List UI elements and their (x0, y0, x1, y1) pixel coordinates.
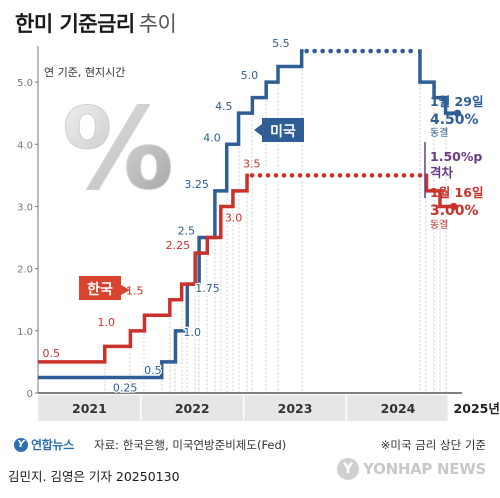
gap-label: 격차 (430, 165, 454, 180)
series-value-label: 3.25 (184, 178, 209, 191)
series-tag-korea: 한국 (79, 276, 130, 300)
footnote: ※미국 금리 상단 기준 (380, 438, 486, 452)
y-tick-label: 3.0 (17, 202, 33, 213)
yonhap-logo-icon: Y (14, 437, 28, 452)
series-dot (408, 48, 413, 54)
x-axis-band (38, 395, 462, 421)
series-dot (400, 48, 405, 54)
series-value-label: 3.5 (243, 157, 261, 170)
series-dot (304, 48, 309, 54)
series-dot (401, 173, 407, 178)
x-year-label: 2023 (278, 401, 313, 416)
page-subtitle: 추이 (138, 12, 177, 36)
yonhap-logo: Y 연합뉴스 (14, 436, 74, 453)
x-year-label: 2021 (72, 401, 107, 416)
series-dot (409, 173, 415, 178)
series-dot (384, 48, 389, 54)
series-dot (281, 173, 287, 178)
credit-line: 김민지. 김영은 기자 20250130 (8, 469, 180, 484)
series-dot (392, 48, 397, 54)
percent-decor-icon: % (62, 85, 174, 215)
series-dot (265, 173, 271, 178)
series-dot (352, 48, 357, 54)
series-dot (320, 48, 325, 54)
series-value-label: 1.5 (126, 285, 144, 298)
y-tick-label: 2.0 (17, 265, 33, 276)
series-dot (249, 173, 255, 178)
series-value-label: 0.5 (144, 364, 162, 377)
series-value-label: 4.0 (203, 131, 221, 144)
us-end-date: 1월 29일 (430, 94, 483, 109)
gap-value: 1.50%p (430, 149, 482, 164)
page-title: 한미 기준금리 (15, 12, 135, 36)
series-dot (328, 48, 333, 54)
tag-shape (79, 276, 130, 300)
x-year-label: 2022 (175, 401, 210, 416)
series-dot (337, 173, 343, 178)
series-end-point (453, 109, 462, 117)
series-line-us (38, 49, 458, 380)
source-note: 자료: 한국은행, 미국연방준비제도(Fed) (94, 438, 287, 452)
watermark-icon: Y (337, 458, 360, 480)
series-value-label: 3.0 (225, 211, 243, 224)
series-dot (257, 173, 263, 178)
series-dot (368, 48, 373, 54)
tag-label: 한국 (87, 282, 113, 298)
korea-end-value: 3.00% (430, 203, 479, 219)
series-dot (369, 173, 375, 178)
x-year-label: 2025년 (454, 401, 500, 416)
series-dot (417, 173, 423, 178)
series-tag-us: 미국 (254, 118, 304, 142)
tag-shape (254, 118, 304, 142)
y-tick-label: 0 (27, 389, 33, 400)
series-value-label: 5.5 (272, 37, 290, 50)
series-dot (329, 173, 335, 178)
series-dot (289, 173, 295, 178)
korea-end-date: 1월 16일 (430, 185, 483, 200)
tag-label: 미국 (270, 124, 296, 140)
series-value-label: 1.75 (195, 282, 220, 295)
korea-end-status: 동결 (430, 219, 448, 231)
series-value-label: 1.0 (97, 316, 115, 329)
y-tick-label: 1.0 (17, 327, 33, 338)
yonhap-logo-text: 연합뉴스 (31, 438, 74, 452)
series-dot (336, 48, 341, 54)
series-value-label: 5.0 (241, 69, 259, 82)
series-value-label: 2.25 (166, 239, 191, 252)
title-block: 한미 기준금리 추이 (15, 8, 177, 38)
series-dot (297, 173, 303, 178)
us-end-value: 4.50% (430, 112, 479, 128)
series-dot (361, 173, 367, 178)
x-last-year-bg (447, 395, 500, 421)
series-dot (377, 173, 383, 178)
series-dot (353, 173, 359, 178)
series-end-point (450, 202, 458, 211)
series-value-label: 0.5 (43, 347, 61, 360)
watermark-text: YONHAP NEWS (363, 460, 486, 478)
series-value-label: 1.0 (183, 326, 201, 339)
series-dot (393, 173, 399, 178)
series-value-label: 4.5 (215, 100, 233, 113)
series-dot (321, 173, 327, 178)
unit-note: 연 기준, 현지시간 (44, 66, 126, 79)
series-dot (313, 173, 319, 178)
series-dot (345, 173, 351, 178)
x-year-label: 2024 (381, 401, 416, 416)
us-end-status: 동결 (430, 127, 448, 139)
watermark: Y YONHAP NEWS (337, 458, 486, 480)
y-tick-label: 4.0 (17, 140, 33, 151)
series-value-label: 0.25 (113, 381, 138, 394)
series-dot (305, 173, 311, 178)
series-dot (312, 48, 317, 54)
series-dot (273, 173, 279, 178)
series-dot (344, 48, 349, 54)
y-tick-label: 5.0 (17, 78, 33, 89)
series-value-label: 2.5 (178, 225, 196, 238)
series-dot (360, 48, 365, 54)
series-dot (385, 173, 391, 178)
rate-chart: % 0 1.0 2.0 3.0 4.0 5.0 2021 2022 2023 2024 2025년… (17, 36, 500, 421)
series-dotted-band (249, 172, 425, 179)
series-dot (376, 48, 381, 54)
